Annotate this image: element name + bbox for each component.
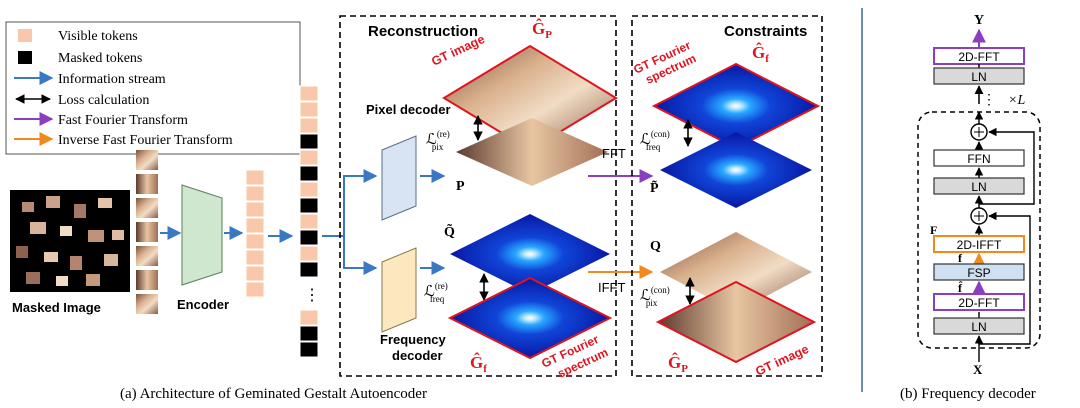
encoder-block	[181, 184, 223, 286]
pixel-decoder-label: Pixel decoder	[366, 102, 451, 117]
block-fsp	[933, 263, 1025, 281]
visible-token-swatch	[18, 29, 32, 42]
legend-loss-calculation: Loss calculation	[58, 93, 149, 108]
visible-patches-column	[136, 150, 158, 314]
reconstruction-panel	[339, 15, 617, 377]
fft-arrow-label: FFT	[602, 146, 626, 161]
legend-fft: Fast Fourier Transform	[58, 113, 188, 128]
frequency-decoder-diagram: Y 2D-FFT LN ⋮ ×L FFN LN F 2D-IFFT f	[917, 13, 1041, 377]
legend-information-stream: Information stream	[58, 72, 166, 87]
block-ffn-label: FFN	[967, 152, 990, 166]
legend-visible-tokens: Visible tokens	[58, 29, 138, 44]
g-f-hat-top: Ĝf	[752, 42, 769, 65]
constraints-title: Constraints	[724, 23, 807, 40]
block-ln-top-label: LN	[971, 70, 986, 84]
loss-pix-re: ℒ(re) pix	[426, 129, 450, 152]
residual-arrow-bottom-icon	[979, 211, 1031, 345]
encoded-tokens-column	[245, 169, 265, 298]
masked-image	[10, 190, 130, 292]
g-f-hat-bottom: Ĝf	[470, 352, 487, 375]
q-tilde-label: Q̃	[444, 223, 455, 240]
caption-a: (a) Architecture of Geminated Gestalt Au…	[120, 386, 427, 402]
q-tilde-spectrum	[450, 214, 610, 294]
block-ln-bottom-label: LN	[971, 320, 986, 334]
p-label: P	[456, 179, 465, 194]
g-p-hat-bottom: ĜP	[668, 352, 688, 375]
token-ellipsis: ⋮	[304, 287, 320, 304]
caption-b: (b) Frequency decoder	[900, 386, 1036, 402]
legend-ifft: Inverse Fast Fourier Transform	[58, 133, 233, 148]
block-2d-fft-bottom-label: 2D-FFT	[958, 296, 1000, 310]
encoder-label: Encoder	[177, 297, 229, 312]
f-hat-label: f̂	[958, 281, 963, 295]
g-p-hat-top: ĜP	[532, 18, 552, 41]
block-2d-fft-bottom	[933, 293, 1025, 311]
reconstruction-title: Reconstruction	[368, 23, 478, 40]
constraints-panel	[631, 15, 823, 377]
block-2d-ifft	[933, 235, 1025, 253]
block-2d-fft-top-label: 2D-FFT	[958, 50, 1000, 64]
block-2d-ifft-label: 2D-IFFT	[957, 238, 1002, 252]
block-ln-mid-label: LN	[971, 180, 986, 194]
q-label: Q	[650, 239, 661, 254]
ifft-arrow-label: IFFT	[598, 280, 625, 295]
y-output-label: Y	[974, 13, 984, 28]
loss-freq-re: ℒ(re) freq	[424, 281, 448, 304]
arrow-to-frequency-decoder-icon	[343, 236, 378, 275]
gt-image-bottom	[655, 280, 817, 364]
repeat-ellipsis: ⋮	[982, 93, 996, 108]
residual-arrow-top-icon	[979, 127, 1035, 205]
p-prediction-image	[456, 118, 608, 186]
legend-masked-tokens: Masked tokens	[58, 51, 142, 66]
block-ln-top	[933, 67, 1025, 85]
block-fsp-label: FSP	[967, 266, 990, 280]
masked-token-swatch	[18, 51, 32, 64]
q-prediction-image	[660, 232, 812, 312]
legend: Visible tokens Masked tokens Information…	[5, 21, 301, 155]
p-tilde-label: P̃	[650, 179, 659, 196]
f-label: f	[958, 251, 963, 265]
arrow-to-pixel-decoder-icon	[322, 169, 378, 237]
gt-spectrum-bottom	[447, 276, 613, 360]
frequency-decoder-label-2: decoder	[392, 348, 443, 363]
times-l-label: ×L	[1008, 93, 1025, 108]
frequency-decoder-block	[381, 247, 417, 333]
loss-pix-con: ℒ(con) pix	[640, 285, 670, 308]
p-tilde-spectrum	[660, 132, 812, 208]
pixel-decoder-block	[381, 135, 417, 221]
f-feature-label: F	[930, 223, 937, 237]
gt-spectrum-top	[651, 62, 821, 150]
masked-image-label: Masked Image	[12, 300, 101, 315]
full-token-sequence	[299, 85, 319, 358]
loss-freq-con: ℒ(con) freq	[640, 129, 670, 152]
x-input-label: X	[973, 362, 983, 377]
block-ln-bottom	[933, 317, 1025, 335]
frequency-decoder-label-1: Frequency	[380, 332, 447, 347]
